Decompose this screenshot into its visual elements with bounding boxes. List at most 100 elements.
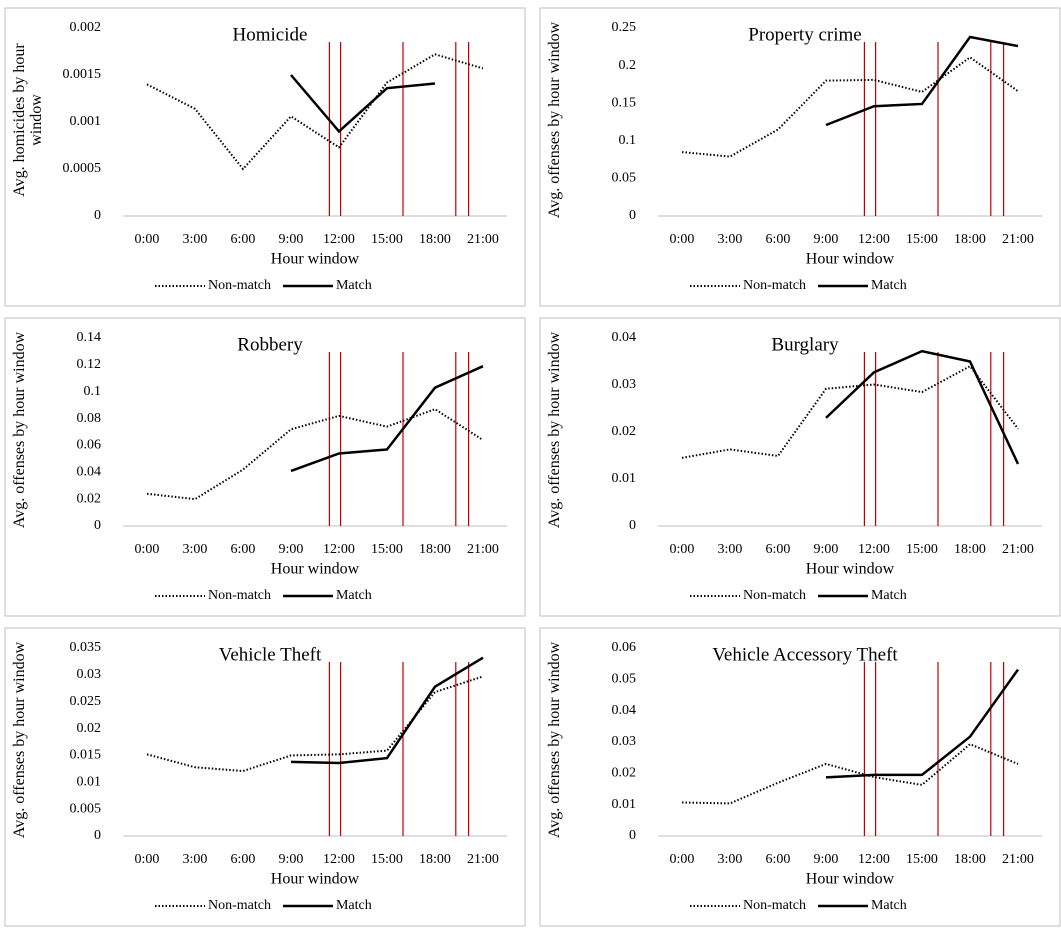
x-tick-label: 9:00 [279, 852, 304, 867]
x-tick-label: 3:00 [183, 232, 208, 247]
x-tick-label: 18:00 [419, 542, 451, 557]
x-tick-label: 18:00 [419, 232, 451, 247]
legend-label: Non-match [208, 588, 271, 603]
series-line [146, 675, 484, 773]
x-tick-label: 6:00 [766, 542, 791, 557]
y-tick-label: 0.015 [70, 748, 102, 763]
x-tick-label: 9:00 [814, 542, 839, 557]
y-tick-label: 0.06 [77, 438, 102, 453]
y-tick-label: 0.001 [70, 114, 102, 129]
x-tick-label: 0:00 [135, 852, 160, 867]
y-axis-label-box: Avg. offenses by hour window [546, 21, 563, 219]
x-tick-label: 3:00 [718, 232, 743, 247]
x-tick-label: 21:00 [1002, 542, 1034, 557]
y-tick-label: 0 [629, 518, 636, 533]
y-axis-label: Avg. offenses by hour window [11, 641, 28, 839]
x-tick-label: 9:00 [279, 232, 304, 247]
y-tick-label: 0.04 [77, 465, 102, 480]
legend-label: Match [871, 278, 907, 293]
x-axis-label: Hour window [806, 561, 895, 578]
x-tick-label: 9:00 [814, 852, 839, 867]
y-tick-label: 0.035 [70, 640, 102, 655]
x-tick-label: 21:00 [467, 852, 499, 867]
x-tick-label: 18:00 [954, 232, 986, 247]
x-axis-label: Hour window [271, 251, 360, 268]
x-tick-label: 15:00 [371, 542, 403, 557]
y-axis-label: Avg. offenses by hour window [546, 641, 563, 839]
x-tick-label: 6:00 [231, 852, 256, 867]
legend-label: Match [336, 278, 372, 293]
y-tick-label: 0.05 [612, 672, 637, 687]
y-tick-label: 0.2 [619, 58, 637, 73]
x-tick-label: 12:00 [858, 232, 890, 247]
x-tick-label: 6:00 [231, 542, 256, 557]
series-line [825, 668, 1020, 779]
x-tick-label: 0:00 [670, 852, 695, 867]
x-tick-label: 15:00 [906, 852, 938, 867]
panel-border [539, 7, 1061, 307]
x-tick-label: 15:00 [371, 852, 403, 867]
y-tick-label: 0.12 [77, 357, 102, 372]
x-tick-label: 6:00 [766, 232, 791, 247]
x-tick-label: 12:00 [858, 852, 890, 867]
y-tick-label: 0.04 [612, 330, 637, 345]
chart-title: Homicide [233, 24, 308, 45]
y-axis-label: Avg. offenses by hour window [546, 21, 563, 219]
y-tick-label: 0.1 [84, 384, 102, 399]
y-tick-label: 0.04 [612, 703, 637, 718]
legend-label: Non-match [208, 898, 271, 913]
y-tick-label: 0.25 [612, 20, 637, 35]
y-tick-label: 0.0005 [63, 161, 102, 176]
x-axis-label: Hour window [806, 251, 895, 268]
y-axis-label-box: Avg. offenses by hour window [11, 331, 28, 529]
chart-title: Burglary [771, 334, 839, 355]
x-tick-label: 21:00 [467, 232, 499, 247]
legend-label: Match [336, 898, 372, 913]
chart-title: Property crime [748, 24, 861, 45]
y-axis-label-box: Avg. offenses by hour window [546, 641, 563, 839]
series-line [290, 74, 436, 134]
y-axis-label: Avg. offenses by hour window [546, 331, 563, 529]
y-tick-label: 0 [94, 518, 101, 533]
y-tick-label: 0.03 [612, 377, 637, 392]
y-tick-label: 0.02 [77, 491, 102, 506]
x-tick-label: 21:00 [1002, 852, 1034, 867]
y-axis-label-box: Avg. offenses by hour window [11, 641, 28, 839]
y-tick-label: 0.05 [612, 171, 637, 186]
x-axis-label: Hour window [806, 871, 895, 888]
series-line [681, 364, 1019, 459]
x-tick-label: 18:00 [954, 542, 986, 557]
y-tick-label: 0 [94, 208, 101, 223]
y-tick-label: 0.03 [612, 734, 637, 749]
y-tick-label: 0.01 [612, 797, 637, 812]
series-line [825, 35, 1019, 127]
y-axis-label-box: Avg. homicides by hour window [11, 43, 45, 196]
x-tick-label: 12:00 [323, 542, 355, 557]
panel-border [539, 627, 1061, 927]
x-tick-label: 3:00 [718, 852, 743, 867]
x-tick-label: 15:00 [906, 232, 938, 247]
series-line [681, 743, 1019, 805]
legend-label: Non-match [208, 278, 271, 293]
y-tick-label: 0.03 [77, 667, 102, 682]
x-tick-label: 15:00 [371, 232, 403, 247]
x-axis-label: Hour window [271, 871, 360, 888]
series-line [681, 56, 1019, 158]
legend-label: Match [871, 898, 907, 913]
x-tick-label: 9:00 [279, 542, 304, 557]
y-tick-label: 0 [629, 828, 636, 843]
x-tick-label: 12:00 [323, 232, 355, 247]
y-tick-label: 0.01 [612, 471, 637, 486]
series-line [825, 349, 1020, 465]
y-tick-label: 0.0015 [63, 67, 102, 82]
x-tick-label: 3:00 [183, 852, 208, 867]
x-tick-label: 12:00 [323, 852, 355, 867]
x-tick-label: 21:00 [1002, 232, 1034, 247]
legend-label: Non-match [743, 278, 806, 293]
x-tick-label: 3:00 [183, 542, 208, 557]
y-axis-label: Avg. offenses by hour window [11, 331, 28, 529]
y-tick-label: 0.06 [612, 640, 637, 655]
x-tick-label: 18:00 [419, 852, 451, 867]
